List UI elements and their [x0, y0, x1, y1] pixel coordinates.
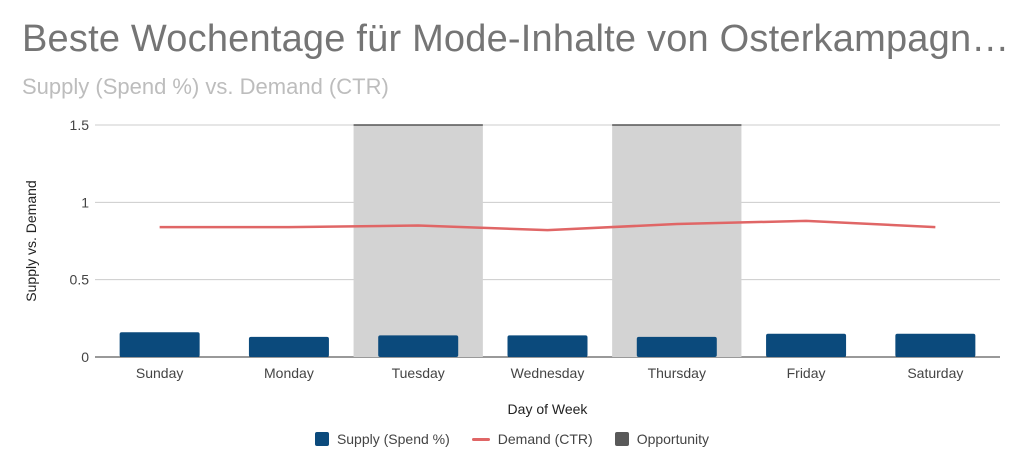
x-axis-title: Day of Week	[508, 401, 589, 417]
legend-item-demand[interactable]: Demand (CTR)	[471, 431, 593, 447]
supply-bar-monday	[248, 336, 329, 357]
opportunity-band-thursday	[612, 125, 742, 357]
supply-bar-wednesday	[507, 335, 588, 357]
supply-bar-sunday	[119, 332, 200, 357]
chart-legend: Supply (Spend %) Demand (CTR) Opportunit…	[0, 431, 1024, 447]
y-tick-label: 1.5	[70, 117, 90, 133]
x-tick-label: Monday	[264, 365, 314, 381]
legend-item-supply[interactable]: Supply (Spend %)	[314, 431, 450, 447]
x-tick-label: Wednesday	[511, 365, 585, 381]
supply-bar-friday	[766, 333, 847, 357]
legend-swatch-opportunity	[614, 432, 629, 446]
x-tick-label: Saturday	[907, 365, 963, 381]
legend-swatch-supply	[314, 432, 329, 446]
legend-label-opportunity: Opportunity	[636, 431, 710, 447]
supply-bar-saturday	[895, 333, 976, 357]
legend-item-opportunity[interactable]: Opportunity	[614, 431, 710, 447]
demand-line	[159, 219, 936, 232]
x-tick-label: Friday	[787, 365, 826, 381]
y-tick-label: 0.5	[70, 272, 90, 288]
chart-subtitle: Supply (Spend %) vs. Demand (CTR)	[22, 74, 389, 99]
chart-plot: 0 0.5 1 1.5 Sunday Monday Tuesday Wednesday Thur…	[23, 117, 1000, 417]
y-axis-title: Supply vs. Demand	[23, 180, 39, 301]
legend-label-supply: Supply (Spend %)	[336, 431, 450, 447]
x-tick-label: Sunday	[136, 365, 183, 381]
supply-bar-tuesday	[378, 335, 459, 357]
opportunity-band-tuesday	[353, 125, 483, 357]
x-tick-label: Thursday	[648, 365, 706, 381]
legend-swatch-demand	[471, 437, 490, 441]
y-tick-label: 1	[81, 194, 89, 210]
supply-bar-thursday	[636, 336, 717, 357]
x-tick-label: Tuesday	[392, 365, 445, 381]
legend-label-demand: Demand (CTR)	[497, 431, 593, 447]
y-tick-label: 0	[81, 349, 89, 365]
